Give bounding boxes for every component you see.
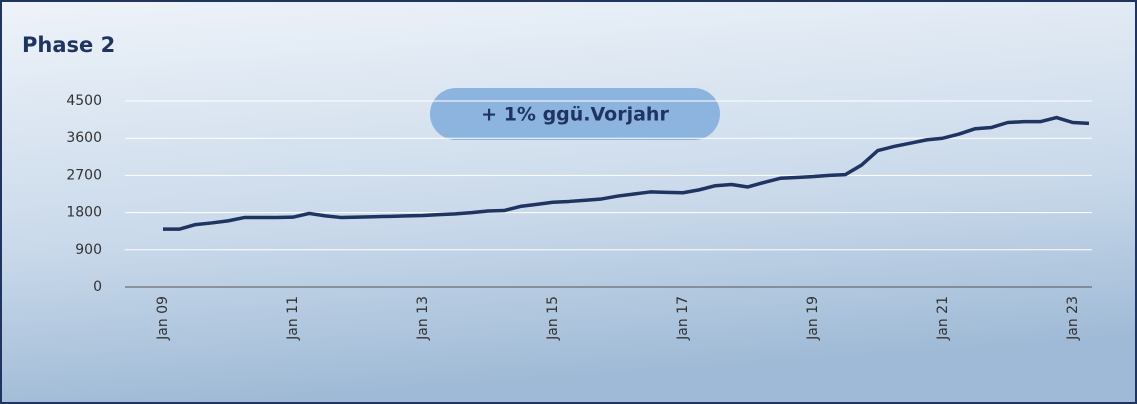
annotation: + 1% ggü.Vorjahr: [481, 104, 669, 126]
chart-title: Phase 2: [22, 33, 115, 57]
x-tick-label: Jan 21: [935, 296, 951, 341]
x-tick-label: Jan 19: [805, 296, 821, 341]
x-tick-label: Jan 09: [155, 296, 171, 341]
y-tick-label: 900: [75, 242, 102, 258]
y-tick-label: 0: [93, 279, 102, 295]
x-tick-label: Jan 11: [285, 296, 301, 341]
y-tick-label: 2700: [66, 167, 102, 183]
x-tick-label: Jan 15: [545, 296, 561, 341]
x-tick-label: Jan 17: [675, 296, 691, 341]
line-series: [163, 115, 1090, 231]
y-tick-label: 1800: [66, 205, 102, 221]
x-tick-label: Jan 23: [1065, 296, 1081, 341]
x-tick-label: Jan 13: [415, 296, 431, 341]
y-tick-label: 3600: [66, 130, 102, 146]
y-tick-label: 4500: [66, 93, 102, 109]
